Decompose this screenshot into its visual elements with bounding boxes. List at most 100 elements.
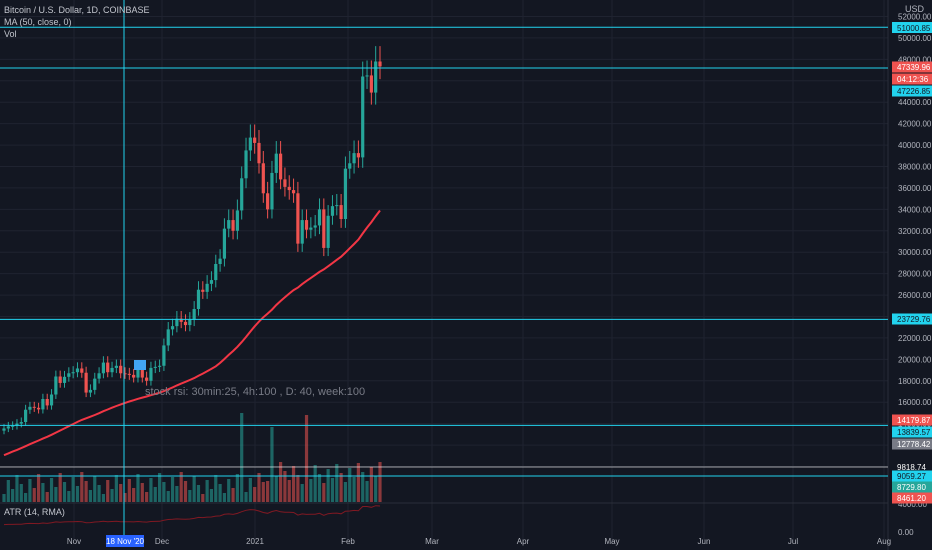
price-labels: 47339.96 04:12:36 47226.85 23729.76 14179.87… xyxy=(892,22,932,504)
candle-body xyxy=(291,190,296,194)
price-label-badge xyxy=(892,470,932,482)
price-tick-label: 22000.00 xyxy=(898,334,932,343)
volume-bar xyxy=(157,473,162,502)
candlestick-series xyxy=(2,46,382,435)
volume-bar xyxy=(352,477,356,502)
candle-body xyxy=(296,193,300,244)
price-tick-label: 16000.00 xyxy=(898,398,932,407)
volume-bar xyxy=(291,466,296,502)
price-label-badge xyxy=(892,461,932,473)
volume-bar xyxy=(41,483,45,502)
volume-bar xyxy=(283,471,287,502)
volume-bar xyxy=(153,487,157,502)
candle-body xyxy=(6,426,10,429)
candle-body xyxy=(149,367,153,381)
time-tick-label: Nov xyxy=(67,537,81,546)
price-label-text: 8729.80 xyxy=(897,483,926,492)
candle-body xyxy=(11,425,15,427)
time-axis[interactable]: Nov Dec 2021 Feb Mar Apr May Jun Jul Aug 18 Nov '2… xyxy=(67,535,891,547)
atr-pane xyxy=(3,505,381,526)
candle-body xyxy=(88,389,93,393)
candle-body xyxy=(369,75,373,93)
price-tick-label: 52000.00 xyxy=(898,13,932,22)
volume-bar xyxy=(304,415,309,502)
candle-body xyxy=(41,399,45,410)
vol-legend[interactable]: Vol xyxy=(4,29,17,39)
volume-bar xyxy=(196,485,201,502)
text-annotation[interactable]: stock rsi: 30min:25, 4h:100 , D: 40, wee… xyxy=(145,386,366,398)
volume-bar xyxy=(145,492,149,502)
horizontal-levels[interactable] xyxy=(0,26,888,477)
candle-body xyxy=(270,172,274,210)
candle-body xyxy=(119,365,123,374)
volume-bar xyxy=(166,491,170,502)
volume-bar xyxy=(218,484,222,502)
price-label-badge xyxy=(892,313,932,325)
time-tick-label: May xyxy=(604,537,619,546)
price-label-text: 14179.87 xyxy=(897,416,931,425)
volume-bar xyxy=(317,474,322,502)
price-tick-label: 26000.00 xyxy=(898,291,932,300)
marker-flag xyxy=(134,360,146,370)
volume-bar xyxy=(175,486,179,502)
price-label-badge xyxy=(892,481,932,493)
price-label-badge xyxy=(892,22,932,33)
volume-bar xyxy=(261,482,265,502)
volume-bar xyxy=(326,469,330,502)
price-label-text: 51000.85 xyxy=(897,24,931,33)
candle-body xyxy=(71,372,75,374)
candle-body xyxy=(15,423,19,426)
symbol-title[interactable]: Bitcoin / U.S. Dollar, 1D, COINBASE xyxy=(4,5,150,15)
candle-body xyxy=(36,407,41,410)
candle-body xyxy=(97,373,101,379)
volume-bar xyxy=(15,475,19,502)
volume-bar xyxy=(97,485,101,502)
time-tick-label: Aug xyxy=(877,537,891,546)
candle-body xyxy=(378,61,382,67)
volume-bar xyxy=(378,462,382,502)
price-tick-label: 48000.00 xyxy=(898,55,932,64)
candle-body xyxy=(235,210,239,231)
volume-bar xyxy=(361,472,365,502)
price-tick-label: 38000.00 xyxy=(898,163,932,172)
volume-bar xyxy=(240,413,244,502)
volume-bar xyxy=(227,479,231,502)
cursor-date-badge xyxy=(106,535,144,547)
time-tick-label: Dec xyxy=(155,537,169,546)
candle-body xyxy=(101,362,106,374)
ma-legend[interactable]: MA (50, close, 0) xyxy=(4,17,72,27)
atr-legend[interactable]: ATR (14, RMA) xyxy=(4,507,65,517)
volume-bar xyxy=(67,491,71,502)
time-tick-label: 2021 xyxy=(246,537,264,546)
candle-body xyxy=(162,345,166,366)
volume-bar xyxy=(274,476,278,502)
candle-body xyxy=(110,367,114,373)
candle-body xyxy=(274,153,278,173)
volume-bar xyxy=(335,464,339,502)
volume-bar xyxy=(188,490,192,502)
candle-body xyxy=(231,220,235,231)
price-tick-label: 30000.00 xyxy=(898,248,932,257)
price-label-badge xyxy=(892,85,932,97)
candle-body xyxy=(361,76,365,158)
candle-body xyxy=(67,373,71,377)
volume-bar xyxy=(244,492,248,502)
price-label-text: 23729.76 xyxy=(897,315,931,324)
price-label-text: 04:12:36 xyxy=(897,75,929,84)
time-tick-label: Jun xyxy=(698,537,711,546)
volume-bar xyxy=(170,477,175,502)
volume-bar xyxy=(253,487,257,502)
candle-body xyxy=(209,280,214,284)
candle-body xyxy=(145,377,149,381)
candle-body xyxy=(140,368,144,378)
candle-body xyxy=(283,179,287,187)
candle-body xyxy=(54,376,58,395)
volume-bar xyxy=(339,473,343,502)
candle-body xyxy=(136,368,140,378)
candle-body xyxy=(75,368,80,373)
price-label-badge xyxy=(892,438,932,450)
price-tick-label: 44000.00 xyxy=(898,98,932,107)
candle-body xyxy=(179,318,183,322)
volume-bar xyxy=(313,465,317,502)
candle-body xyxy=(317,209,322,226)
